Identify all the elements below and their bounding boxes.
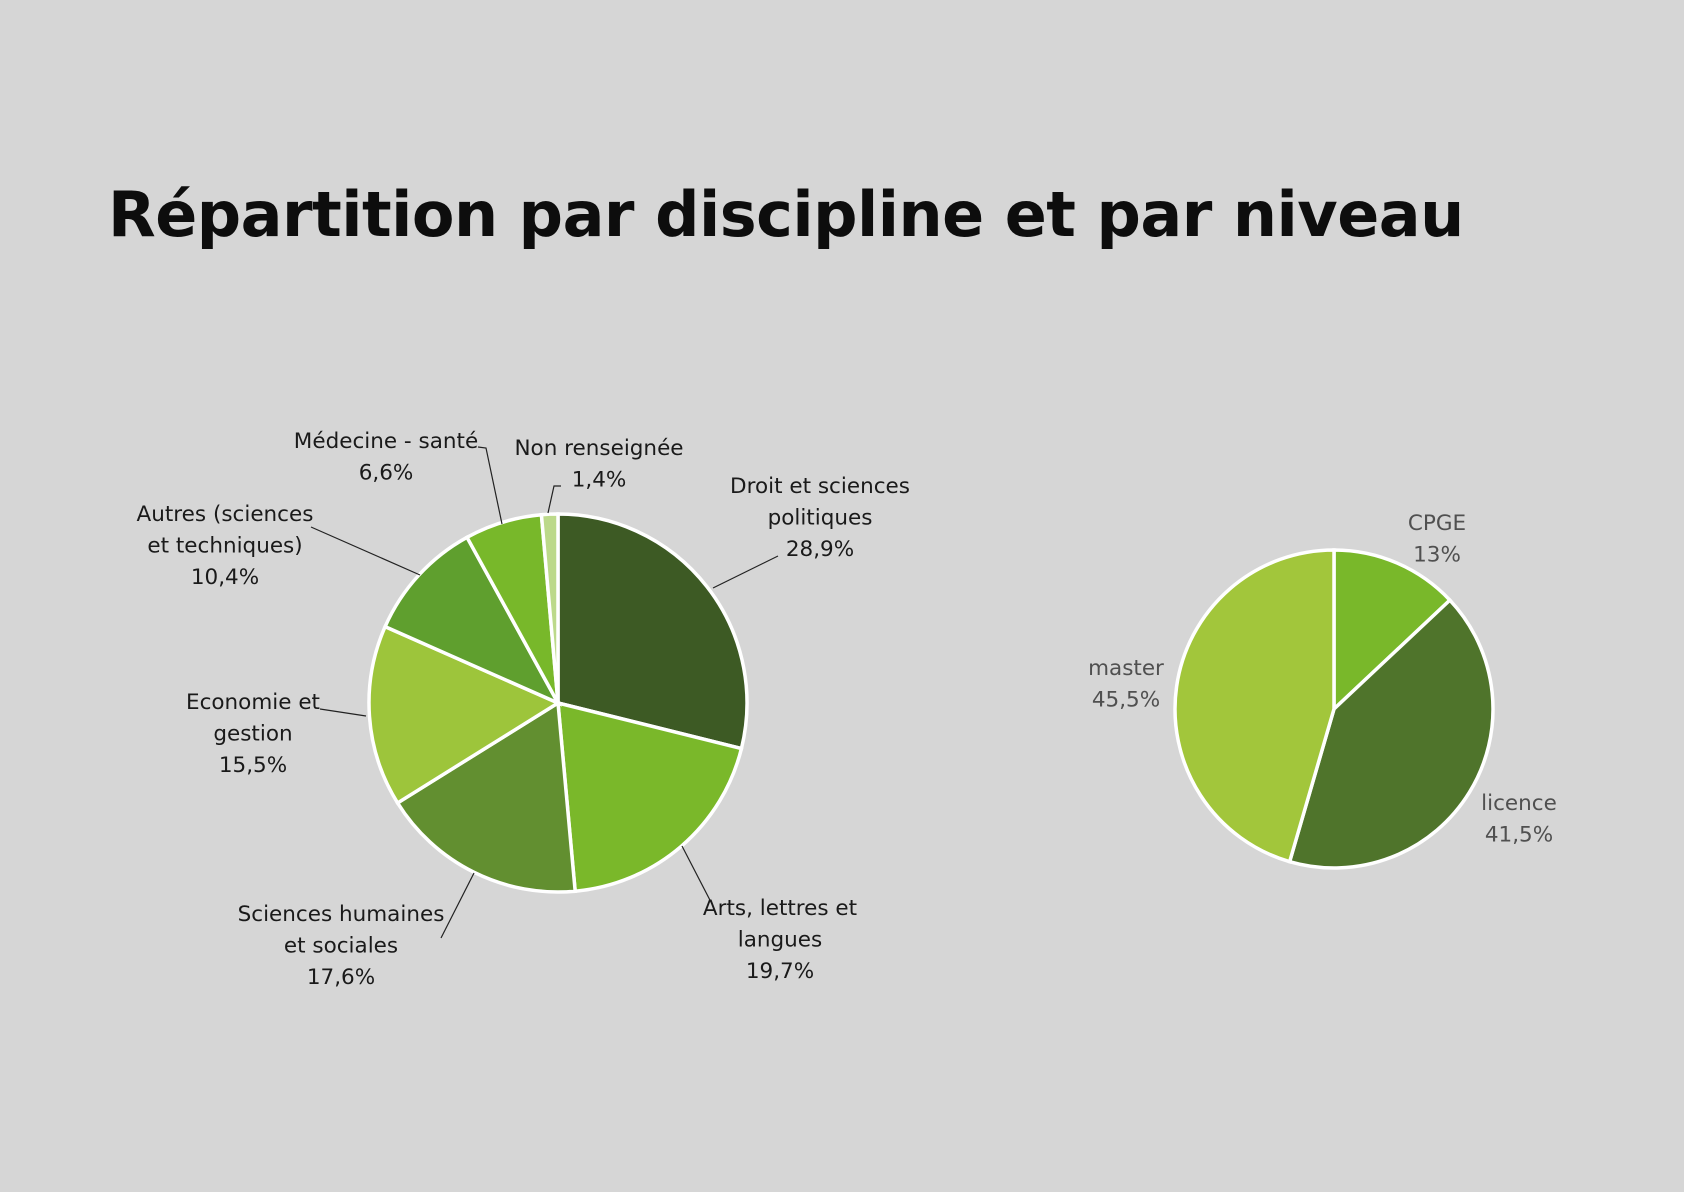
- pie-slice-master: [1173, 548, 1336, 864]
- slice-label-line: licence: [1481, 791, 1557, 816]
- slice-label-line: 17,6%: [307, 965, 375, 990]
- slice-label-line: Autres (sciences: [137, 502, 314, 527]
- slice-label-non-renseignee: Non renseignée 1,4%: [514, 436, 683, 493]
- leader-line-arts-lettres-et: [681, 845, 714, 907]
- slice-label-line: et sociales: [284, 934, 398, 959]
- slice-label-line: CPGE: [1408, 511, 1466, 536]
- page-title: Répartition par discipline et par niveau: [108, 178, 1464, 251]
- slice-label-sciences-humaines: Sciences humaines et sociales 17,6%: [238, 902, 445, 990]
- slice-label-autres-sciences: Autres (sciences et techniques) 10,4%: [137, 502, 314, 590]
- slice-label-line: Droit et sciences: [730, 474, 910, 499]
- pie-slice-arts-lettres-et: [556, 700, 744, 894]
- slice-label-line: 10,4%: [191, 565, 259, 590]
- slice-label-line: 6,6%: [359, 461, 414, 486]
- slice-label-arts-lettres-et: Arts, lettres et langues 19,7%: [703, 896, 857, 984]
- leader-line-sciences-humaines: [440, 872, 475, 939]
- slice-label-economie-et: Economie et gestion 15,5%: [186, 690, 320, 778]
- leader-line-autres-sciences: [310, 526, 421, 576]
- pie-slice-sciences-humaines: [395, 700, 578, 894]
- pie-chart-discipline: Droit et sciences politiques 28,9% Arts, le…: [137, 429, 910, 990]
- pie-chart-niveau: CPGE 13% licence 41,5% master 45,5%: [1088, 511, 1557, 870]
- slice-label-line: et techniques): [147, 534, 302, 559]
- leader-line-medecine-sante: [477, 446, 503, 525]
- slice-label-master: master 45,5%: [1088, 656, 1164, 713]
- slice-label-line: Sciences humaines: [238, 902, 445, 927]
- pie-slice-cpge: [1332, 548, 1453, 714]
- slice-label-line: 28,9%: [786, 537, 854, 562]
- leader-line-droit-et-sciences: [712, 555, 779, 589]
- slice-label-line: 19,7%: [746, 959, 814, 984]
- slice-label-medecine-sante: Médecine - santé 6,6%: [294, 429, 478, 486]
- slice-label-line: 15,5%: [219, 753, 287, 778]
- slice-label-line: politiques: [768, 506, 873, 531]
- pie-slice-autres-sciences: [382, 534, 563, 707]
- slice-label-line: 1,4%: [572, 468, 627, 493]
- slice-label-line: 13%: [1413, 543, 1461, 568]
- slice-label-line: Non renseignée: [514, 436, 683, 461]
- slice-label-line: 41,5%: [1485, 823, 1553, 848]
- pie-slice-non-renseignee: [539, 512, 560, 704]
- slice-label-cpge: CPGE 13%: [1408, 511, 1466, 568]
- pie-slice-economie-et: [367, 624, 562, 806]
- slice-label-droit-et-sciences: Droit et sciences politiques 28,9%: [730, 474, 910, 562]
- slice-label-line: Médecine - santé: [294, 429, 478, 454]
- pie-slice-licence: [1287, 597, 1495, 870]
- slice-label-line: langues: [738, 928, 822, 953]
- slice-label-line: Arts, lettres et: [703, 896, 857, 921]
- leader-line-non-renseignee: [547, 485, 561, 514]
- slice-label-line: 45,5%: [1092, 688, 1160, 713]
- slice-label-line: gestion: [213, 722, 292, 747]
- slice-label-licence: licence 41,5%: [1481, 791, 1557, 848]
- pie-slice-droit-et-sciences: [556, 512, 749, 751]
- leader-line-economie-et: [319, 708, 367, 717]
- slice-label-line: Economie et: [186, 690, 320, 715]
- slice-label-line: master: [1088, 656, 1164, 681]
